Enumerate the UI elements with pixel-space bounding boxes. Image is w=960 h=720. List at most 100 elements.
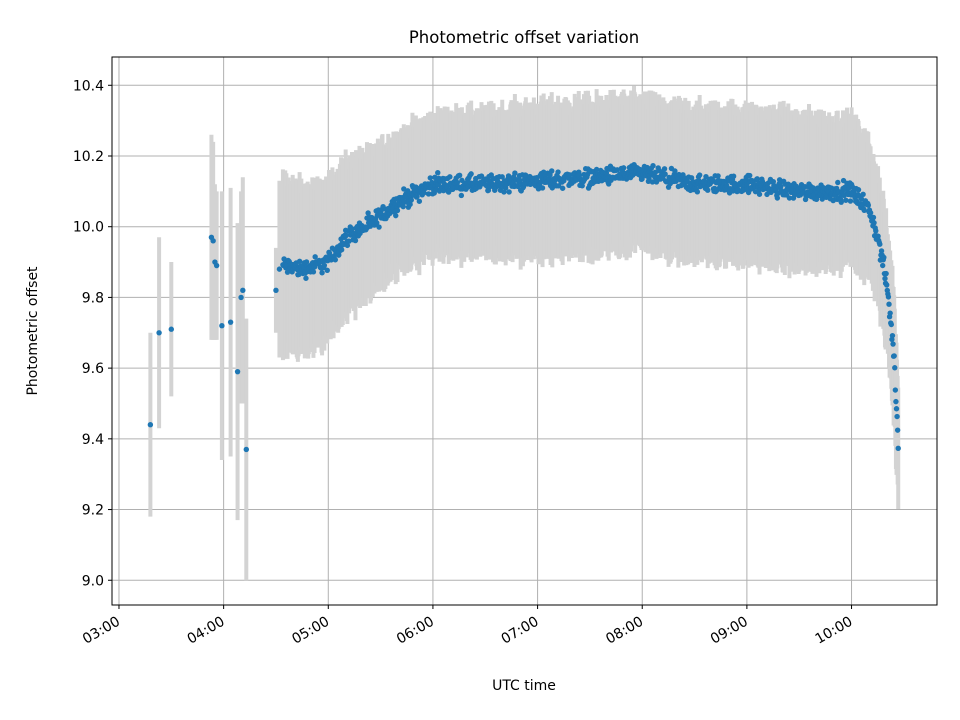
data-point [393,212,399,219]
data-point [227,319,234,325]
data-point [447,174,453,180]
data-point [303,275,309,281]
data-point [730,173,737,179]
data-points [147,161,901,453]
plot-frame [111,56,938,606]
data-point [696,172,703,178]
data-point [394,207,401,214]
data-point [891,353,897,359]
y-tick-label: 10.0 [73,220,104,236]
data-point [332,257,339,263]
data-point [425,191,432,197]
data-point [892,365,898,371]
data-point [352,237,359,244]
data-point [344,242,351,249]
data-point [860,191,866,197]
data-point [454,179,461,186]
data-point [319,270,325,276]
data-point [234,368,241,375]
data-point [376,224,382,230]
x-tick-label: 03:00 [80,614,123,648]
data-point [458,192,465,199]
data-point [843,197,849,203]
data-point [273,287,279,294]
data-point [778,183,784,189]
data-point [435,169,441,176]
data-point [644,164,650,171]
data-point [296,258,303,265]
x-axis: 03:00 04:00 05:00 06:00 07:00 08:00 09:00 10:00 [80,605,856,648]
data-point [672,168,678,174]
data-point [881,254,887,261]
data-point [865,202,871,208]
chart-title: Photometric offset variation [409,28,639,47]
data-point [838,199,844,205]
x-axis-label: UTC time [492,678,556,694]
data-point [855,187,862,193]
x-tick-label: 10:00 [813,614,856,648]
data-point [893,406,900,412]
error-bars [148,85,901,581]
data-point [774,195,781,201]
y-axis: 9.0 9.2 9.4 9.6 9.8 10.0 10.2 10.4 [73,78,112,589]
data-point [243,446,250,453]
data-point [555,169,561,175]
data-point [210,238,216,244]
data-point [688,175,695,181]
data-point [887,310,893,316]
data-point [365,210,371,216]
data-point [890,341,896,347]
data-point [401,186,407,192]
data-point [456,172,463,179]
data-point [593,166,600,173]
data-point [879,262,886,269]
data-point [888,321,895,328]
x-tick-label: 07:00 [499,614,542,648]
data-point [861,207,867,213]
data-point [549,168,555,174]
data-point [835,179,841,186]
data-point [240,287,246,294]
x-tick-label: 08:00 [603,614,646,648]
data-point [884,282,890,288]
data-point [847,198,854,204]
data-point [639,176,645,182]
data-point [321,262,328,269]
data-point [312,254,318,260]
data-point [219,322,225,329]
data-point [168,326,175,332]
data-point [889,332,896,339]
x-tick-label: 09:00 [708,614,751,648]
data-point [539,185,546,191]
data-point [875,233,881,239]
data-point [886,301,892,307]
data-point [499,174,505,180]
data-point [870,214,877,221]
data-point [559,185,566,191]
y-tick-label: 10.2 [73,149,104,165]
data-point [841,192,847,199]
data-point [408,197,414,203]
data-point [786,195,793,201]
data-point [147,421,154,428]
data-point [715,173,721,179]
data-point [705,187,711,193]
data-point [468,171,474,177]
data-point [871,220,877,226]
data-point [877,241,883,247]
x-tick-label: 06:00 [394,614,437,648]
data-point [506,189,512,195]
data-point [349,226,355,232]
data-point [213,262,220,269]
data-point [414,193,420,200]
data-point [238,294,244,301]
data-point [303,259,310,265]
data-point [620,165,627,171]
data-point [747,172,753,179]
data-point [579,183,585,189]
x-tick-label: 05:00 [289,614,332,648]
y-tick-label: 9.0 [82,573,104,589]
data-point [661,166,668,172]
data-point [662,171,668,177]
